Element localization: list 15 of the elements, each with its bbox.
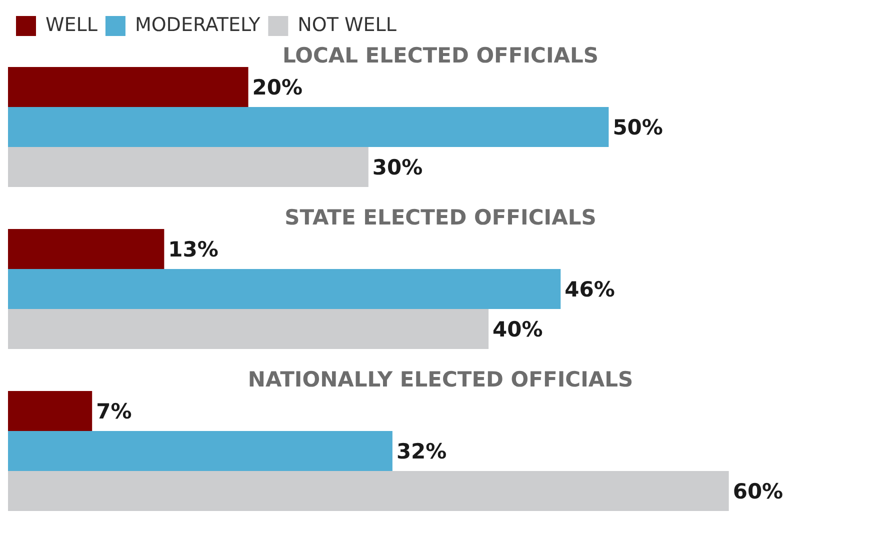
- y-tick-label: NATIONALLY ELECTED OFFICIALS: [248, 367, 634, 392]
- y-tick-label: LOCAL ELECTED OFFICIALS: [282, 43, 599, 68]
- data-label: 13%: [168, 237, 218, 262]
- data-label: 20%: [252, 75, 303, 100]
- data-label: 50%: [612, 115, 663, 140]
- data-label: 60%: [732, 479, 784, 504]
- data-label: 46%: [564, 277, 615, 302]
- data-label: 7%: [96, 399, 132, 424]
- data-label: 40%: [492, 317, 543, 342]
- data-label: 32%: [396, 439, 447, 464]
- legend-label: MODERATELY: [134, 14, 261, 36]
- legend-label: NOT WELL: [298, 14, 397, 36]
- data-label: 30%: [372, 155, 423, 180]
- legend-label: WELL: [46, 14, 98, 36]
- y-tick-label: STATE ELECTED OFFICIALS: [284, 205, 596, 230]
